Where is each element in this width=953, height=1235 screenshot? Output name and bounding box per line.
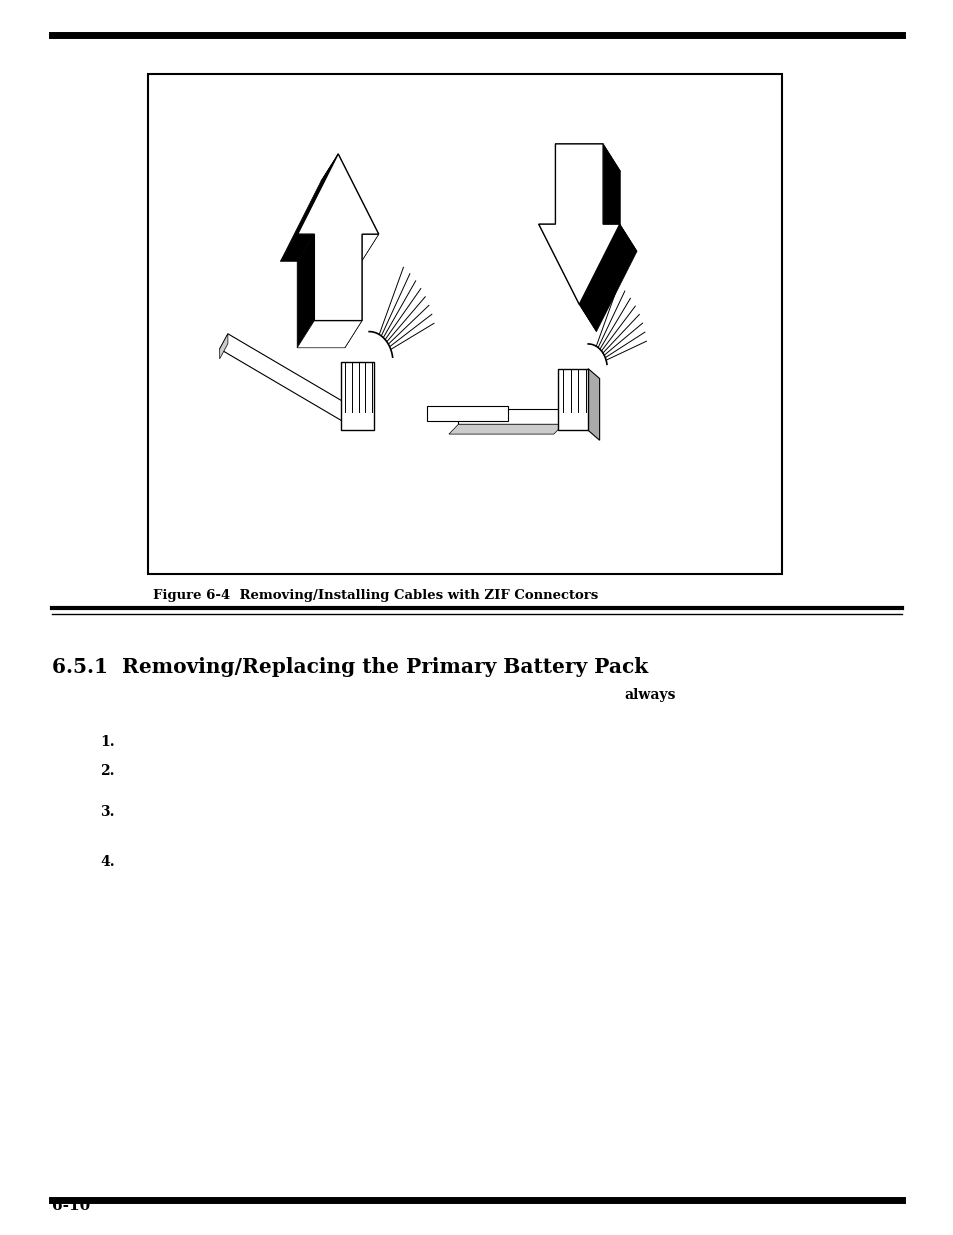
Polygon shape	[296, 235, 314, 348]
Polygon shape	[538, 225, 596, 331]
Polygon shape	[538, 144, 619, 304]
Polygon shape	[345, 235, 362, 348]
Polygon shape	[320, 154, 378, 262]
Polygon shape	[578, 225, 637, 331]
Polygon shape	[449, 424, 563, 433]
Polygon shape	[427, 405, 508, 420]
Polygon shape	[297, 154, 378, 321]
Polygon shape	[588, 368, 599, 440]
Text: 6-10: 6-10	[52, 1199, 91, 1213]
Text: 6.5.1  Removing/Replacing the Primary Battery Pack: 6.5.1 Removing/Replacing the Primary Bat…	[52, 657, 648, 677]
Bar	[148, 74, 781, 574]
Polygon shape	[296, 321, 362, 348]
Polygon shape	[558, 368, 588, 430]
Polygon shape	[345, 235, 378, 262]
Polygon shape	[280, 235, 314, 262]
Text: 3.: 3.	[100, 805, 114, 819]
Polygon shape	[458, 410, 563, 424]
Polygon shape	[555, 144, 619, 172]
Polygon shape	[602, 144, 619, 252]
Polygon shape	[340, 362, 374, 430]
Text: 4.: 4.	[100, 855, 114, 868]
Polygon shape	[538, 225, 572, 252]
Text: 1.: 1.	[100, 735, 114, 748]
Polygon shape	[219, 333, 355, 424]
Polygon shape	[219, 333, 228, 359]
Polygon shape	[555, 144, 572, 252]
Polygon shape	[280, 154, 337, 262]
Polygon shape	[602, 225, 637, 252]
Text: 2.: 2.	[100, 764, 114, 778]
Text: always: always	[624, 688, 676, 701]
Text: Figure 6-4  Removing/Installing Cables with ZIF Connectors: Figure 6-4 Removing/Installing Cables wi…	[152, 589, 598, 603]
